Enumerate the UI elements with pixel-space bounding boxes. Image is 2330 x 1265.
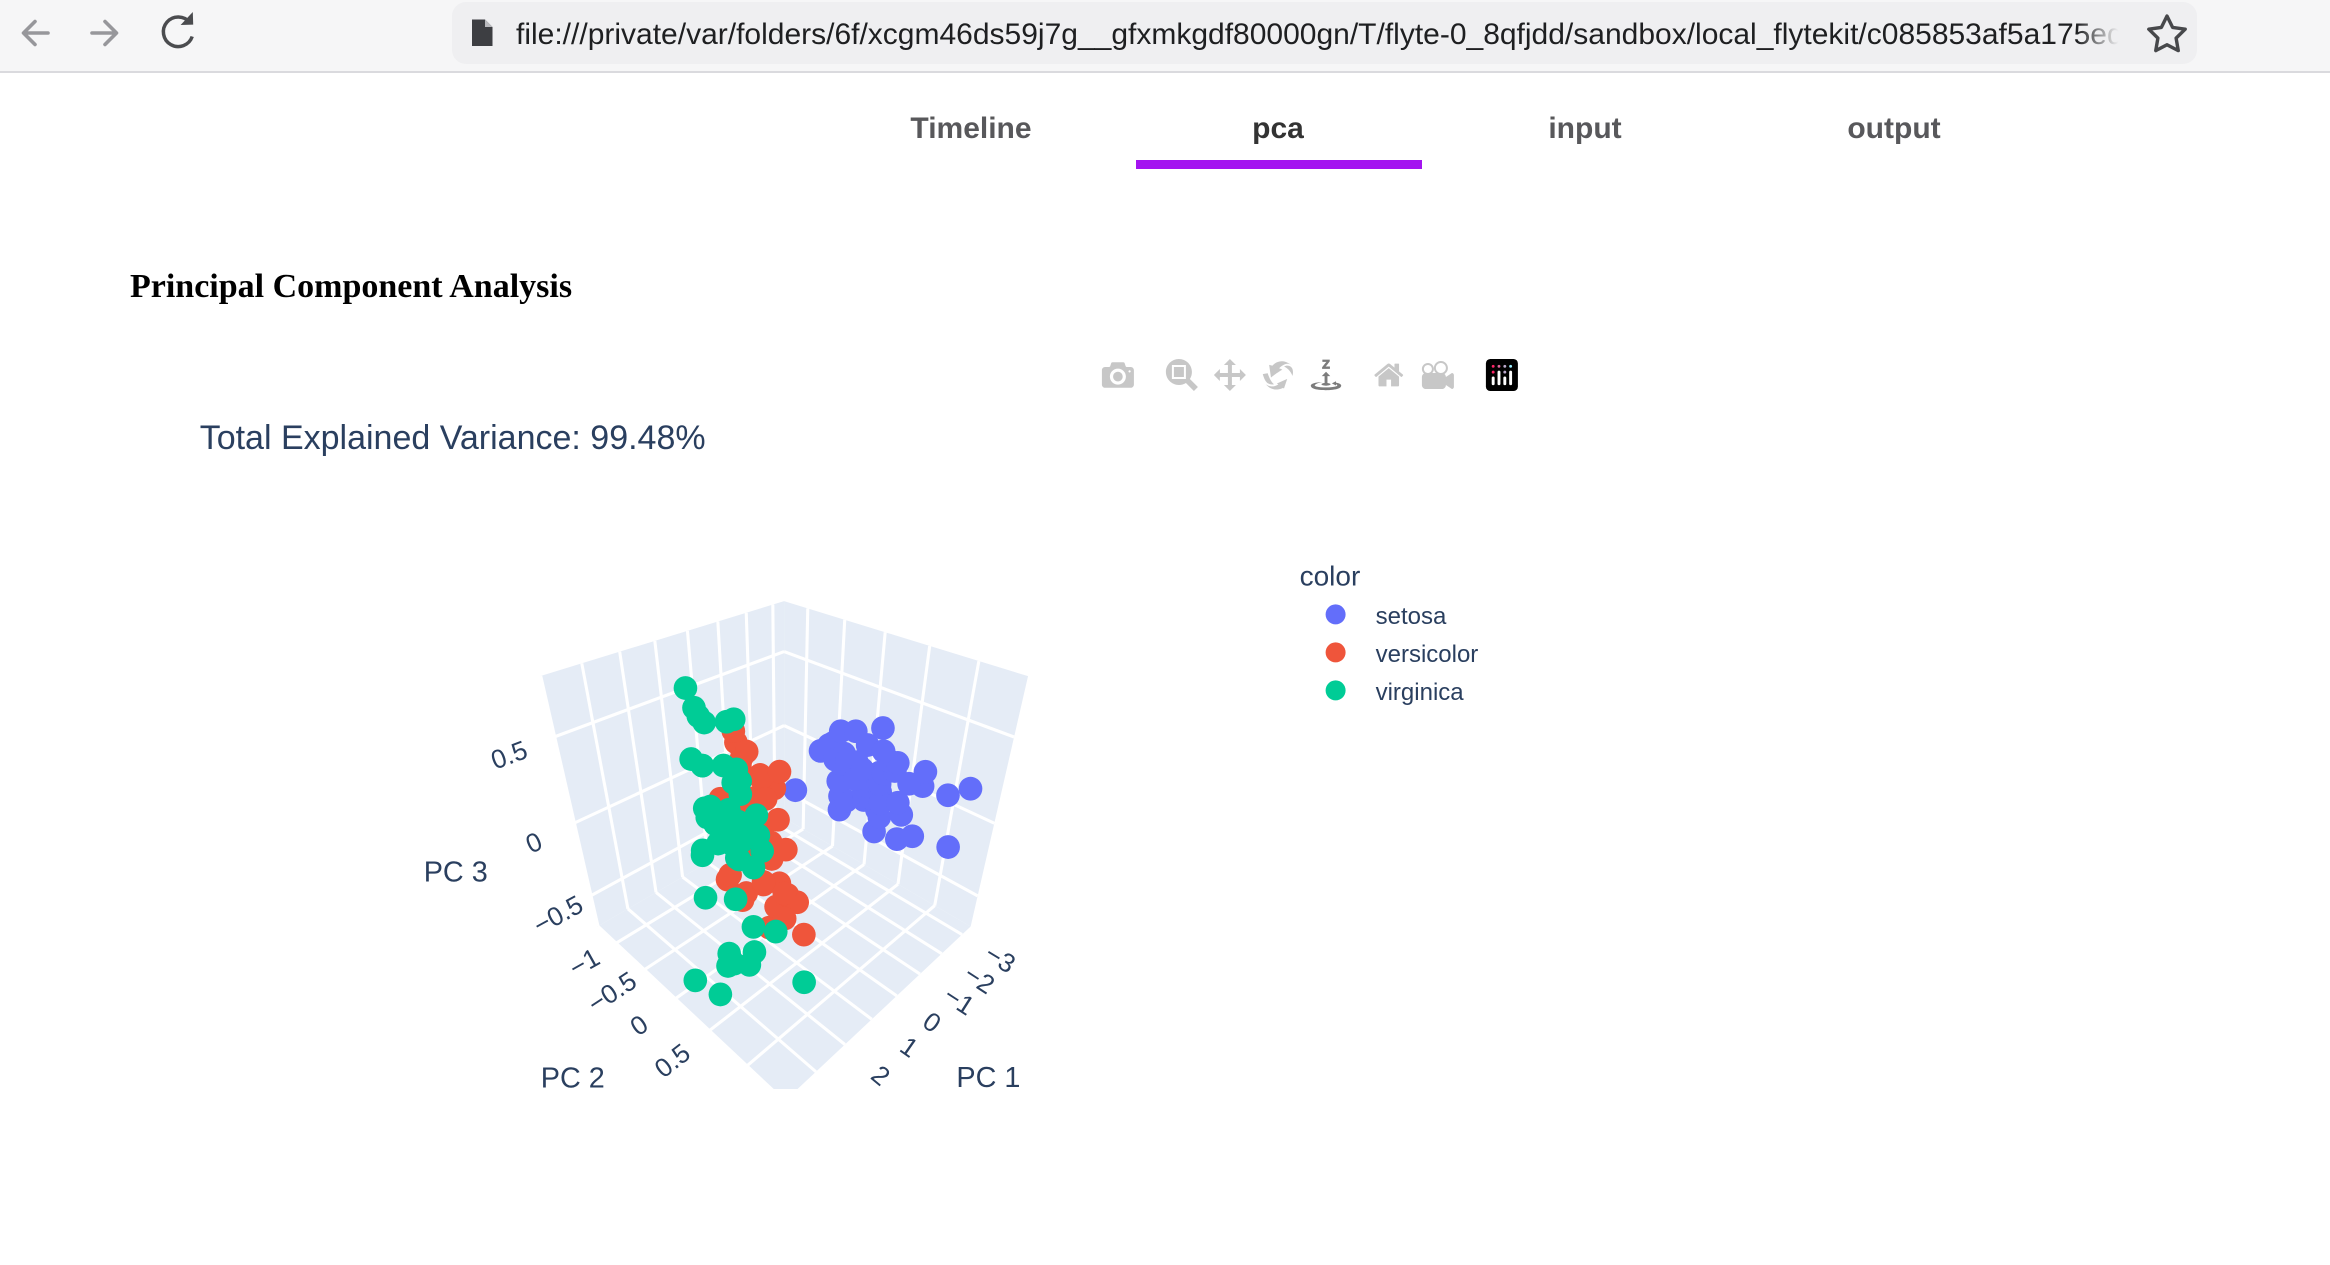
svg-text:2: 2: [866, 1059, 896, 1092]
svg-text:virginica: virginica: [1376, 679, 1465, 706]
svg-text:PC 2: PC 2: [541, 1063, 605, 1095]
svg-text:1: 1: [895, 1030, 924, 1063]
svg-text:−0.5: −0.5: [528, 889, 588, 940]
svg-text:PC 3: PC 3: [424, 857, 488, 889]
svg-text:Total Explained Variance: 99.4: Total Explained Variance: 99.48%: [200, 419, 706, 457]
svg-text:0: 0: [521, 826, 547, 859]
svg-text:versicolor: versicolor: [1376, 641, 1479, 668]
svg-text:0: 0: [625, 1009, 654, 1042]
svg-text:0.5: 0.5: [649, 1037, 696, 1083]
svg-text:color: color: [1300, 560, 1361, 591]
svg-text:PC 1: PC 1: [956, 1062, 1020, 1094]
svg-text:−1: −1: [564, 942, 605, 983]
svg-text:setosa: setosa: [1376, 603, 1447, 630]
svg-text:0: 0: [917, 1006, 946, 1039]
svg-text:0.5: 0.5: [487, 734, 532, 775]
